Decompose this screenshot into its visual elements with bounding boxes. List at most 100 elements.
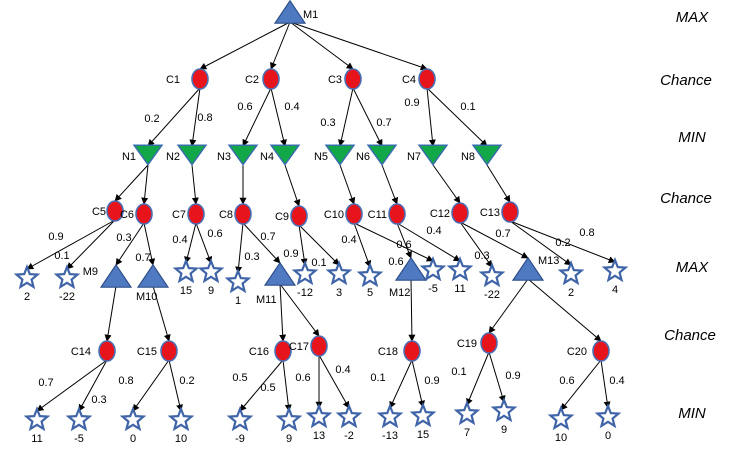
max-node-m10 [136,263,170,288]
edge-probability-label: 0.9 [283,248,298,260]
leaf-value: 10 [175,433,187,445]
chance-node-c9 [290,205,308,227]
edge-c2-n4 [270,87,287,147]
node-label-n4: N4 [260,151,274,163]
node-label-n6: N6 [356,151,370,163]
leaf-value: -5 [74,433,84,445]
leaf-value: -2 [344,430,354,442]
node-label-c14: C14 [71,346,91,358]
node-label-m1: M1 [303,9,318,21]
leaf-value: 2 [568,287,574,299]
edge-c4-n7 [426,87,436,147]
edge-c17-l21 [318,354,350,409]
max-node-m1 [273,0,307,24]
edge-c14-l14 [36,359,108,412]
leaf-star-icon [490,397,518,423]
edge-c16-l19 [282,359,292,412]
min-node-n3 [227,144,259,166]
edge-c10-l9 [353,222,434,262]
edge-probability-label: 0.1 [311,257,326,269]
node-label-c9: C9 [275,211,289,223]
node-label-c19: C19 [457,338,477,350]
leaf-star-icon [53,264,81,290]
edge-probability-label: 0.9 [505,370,520,382]
edge-probability-label: 0.7 [376,117,391,129]
chance-node-c3 [344,68,362,90]
leaf-star-icon [335,403,363,429]
node-label-c6: C6 [120,209,134,221]
edge-m13-c20 [527,278,602,342]
edge-c12-l11 [459,221,493,268]
leaf-value: 4 [612,284,618,296]
min-node-n1 [132,144,164,166]
edge-m12-c18 [408,278,416,342]
leaf-star-icon [376,403,404,429]
chance-node-c14 [98,340,116,362]
edge-c15-l17 [168,359,183,412]
level-label: MIN [678,405,706,422]
edge-c15-l16 [132,359,170,412]
node-label-c20: C20 [567,346,587,358]
node-label-c8: C8 [219,209,233,221]
edge-c9-l6 [298,224,308,266]
edge-c1-n2 [189,87,201,147]
edge-probability-label: 0.1 [460,101,475,113]
chance-node-c16 [274,340,292,362]
leaf-star-icon [478,262,506,288]
edge-m1-c1 [199,21,291,70]
leaf-value: 3 [336,287,342,299]
node-label-n2: N2 [166,151,180,163]
leaf-star-icon [167,406,195,432]
node-label-c10: C10 [324,209,344,221]
chance-node-c20 [592,340,610,362]
leaf-value: -22 [59,291,75,303]
edge-probability-label: 0.7 [38,377,53,389]
chance-node-c5 [106,200,124,222]
edge-probability-label: 0.1 [451,366,466,378]
node-label-c11: C11 [368,209,387,221]
node-label-c5: C5 [92,206,106,218]
chance-node-c17 [310,335,328,357]
leaf-star-icon [325,260,353,286]
leaf-star-icon [23,406,51,432]
chance-node-c11 [388,203,406,225]
edge-probability-label: 0.3 [244,251,259,263]
level-label: Chance [660,72,712,89]
edge-c19-l24 [466,351,490,406]
level-label: Chance [660,190,712,207]
leaf-value: 15 [417,429,429,441]
leaf-star-icon [409,402,437,428]
edge-c6-m10 [143,222,156,266]
level-label: MAX [676,9,710,26]
leaf-star-icon [557,260,585,286]
edge-probability-label: 0.4 [335,364,350,376]
min-node-n8 [471,144,503,166]
leaf-star-icon [119,406,147,432]
edge-probability-label: 0.1 [54,250,69,262]
edge-probability-label: 0.9 [404,97,419,109]
chance-node-c15 [160,340,178,362]
edge-c13-l12 [509,220,572,266]
edge-c8-m11 [242,222,281,264]
leaf-star-icon [291,260,319,286]
chance-node-c2 [262,68,280,90]
edge-probability-label: 0.7 [495,228,510,240]
node-label-m13: M13 [538,255,559,267]
leaf-value: 2 [24,291,30,303]
edge-m9-c14 [104,285,117,342]
edge-c3-n5 [337,87,354,147]
leaf-star-icon [13,264,41,290]
node-labels-layer: M1 C1 C2 C3 C4 N1 N2 N3 N4 N5 N6 N7 N8 C5 C6 C7 C8 C9 C10 C… [24,9,618,445]
edge-probability-label: 0.6 [237,101,252,113]
leaf-value: 5 [367,287,373,299]
edge-probability-label: 0.6 [559,375,574,387]
edge-probability-label: 0.3 [320,117,335,129]
edge-c2-n3 [242,87,272,147]
edge-c5-l1 [26,219,116,270]
leaf-star-icon [453,400,481,426]
edge-probability-label: 0.8 [579,227,594,239]
edge-probability-label: 0.4 [172,234,187,246]
leaf-star-icon [594,403,622,429]
edge-c16-l18 [239,359,284,412]
edge-c1-n1 [147,87,201,147]
